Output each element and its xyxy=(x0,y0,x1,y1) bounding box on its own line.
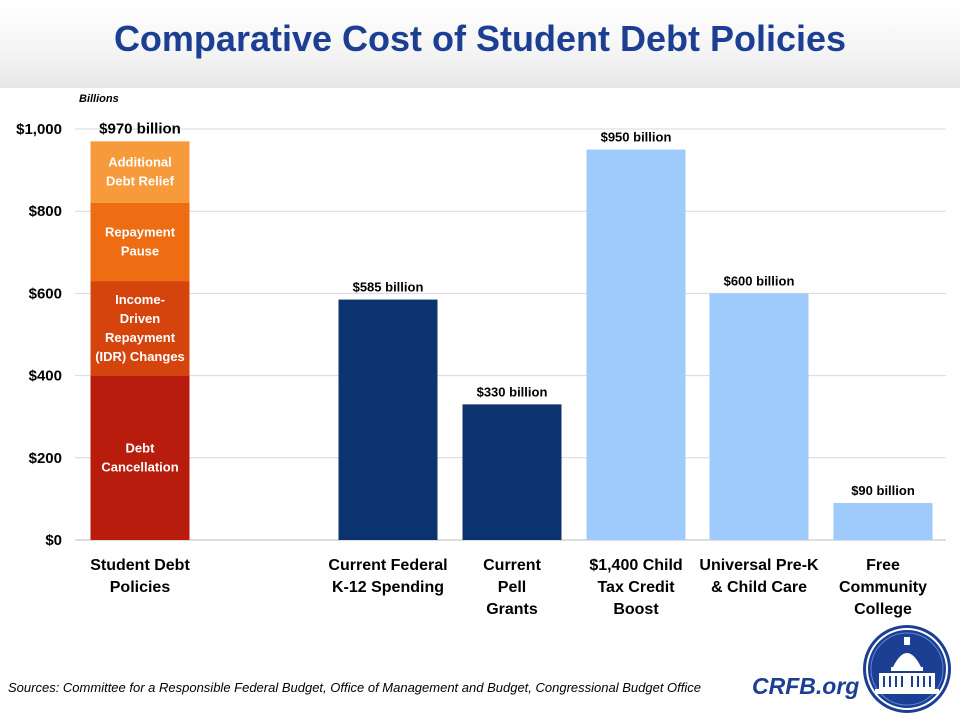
x-category-label: Current Federal K-12 Spending xyxy=(328,557,447,596)
bar xyxy=(338,299,438,540)
stack-segment-label: Debt Cancellation xyxy=(101,440,178,474)
stack-segment xyxy=(90,375,190,540)
bar-value-label: $600 billion xyxy=(724,273,795,288)
stack-total-label: $970 billion xyxy=(99,120,181,137)
x-category-label: Universal Pre-K & Child Care xyxy=(699,557,819,596)
title-band xyxy=(0,0,960,88)
bar-value-label: $950 billion xyxy=(601,130,672,145)
bar xyxy=(462,404,562,540)
bar-value-label: $330 billion xyxy=(477,384,548,399)
chart-title: Comparative Cost of Student Debt Policie… xyxy=(113,18,847,59)
y-tick-label: $200 xyxy=(29,450,62,467)
y-tick-label: $1,000 xyxy=(16,121,62,138)
bar xyxy=(586,149,686,541)
capitol-seal-icon xyxy=(863,625,951,713)
stack-segment xyxy=(90,141,190,203)
bar-value-label: $90 billion xyxy=(851,483,915,498)
stack-segment xyxy=(90,202,190,282)
y-tick-label: $0 xyxy=(45,532,62,549)
sources-note: Sources: Committee for a Responsible Fed… xyxy=(8,680,701,695)
bar xyxy=(709,293,809,540)
bar xyxy=(833,503,933,540)
stack-segment-label: Additional Debt Relief xyxy=(106,155,175,189)
x-category-label: Student Debt Policies xyxy=(90,557,190,596)
x-category-label: Free Community College xyxy=(839,557,927,618)
stack-segment-label: Income-Driven Repayment (IDR) Changes xyxy=(95,292,185,364)
bar-value-label: $585 billion xyxy=(353,280,424,295)
bars: Debt Cancellation Income-Driven Repayment (I… xyxy=(90,120,933,541)
y-tick-label: $400 xyxy=(29,368,62,385)
y-tick-label: $600 xyxy=(29,285,62,302)
y-tick-label: $800 xyxy=(29,203,62,220)
brand-link[interactable]: CRFB.org xyxy=(752,673,860,699)
y-axis: Billions $0 $200 $400 $600 $800 $1,000 xyxy=(16,93,119,549)
bar-chart: Billions $0 $200 $400 $600 $800 $1,000 Debt Can… xyxy=(16,93,946,618)
y-unit-label: Billions xyxy=(79,93,119,105)
x-category-label: $1,400 Child Tax Credit Boost xyxy=(589,557,682,618)
stack-segment xyxy=(90,281,190,376)
x-category-label: Current Pell Grants xyxy=(483,557,541,618)
stack-segment-label: Repayment Pause xyxy=(105,225,176,259)
x-axis: Student Debt Policies Current Federal K-12 … xyxy=(90,557,927,618)
